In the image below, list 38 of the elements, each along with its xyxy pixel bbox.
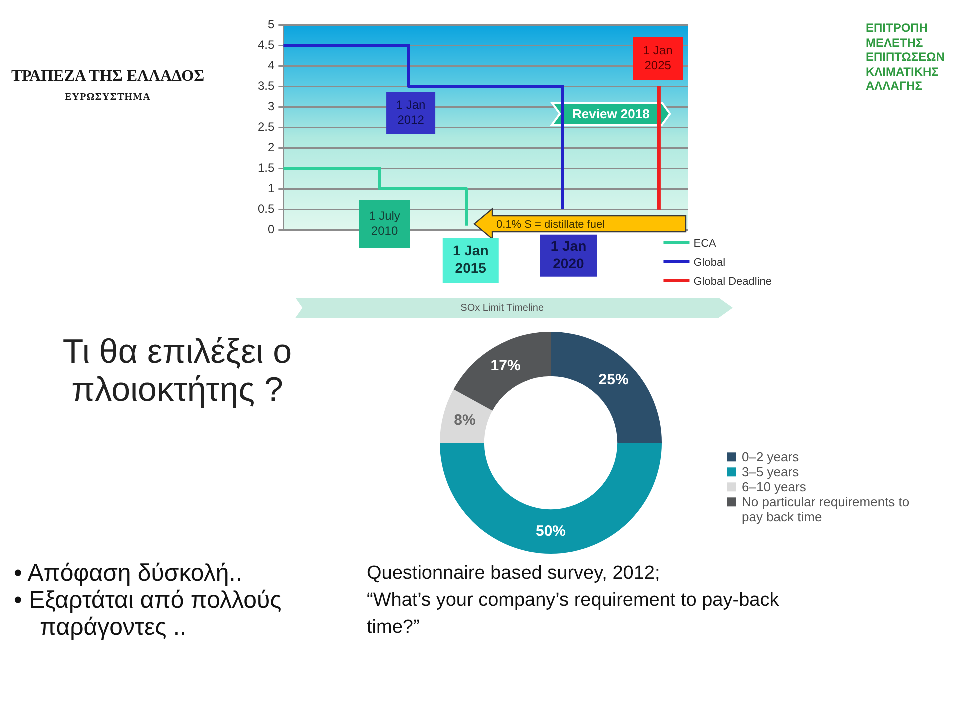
annotation: 1 Jan 2012 [396, 98, 426, 127]
y-tick-label: 4 [268, 58, 275, 72]
text: ΤΡΑΠΕΖΑ ΤΗΣ ΕΛΛΑΔΟΣ [10, 67, 206, 87]
data-label: 25% [598, 371, 629, 388]
text: 1 Jan 2020 [550, 238, 587, 272]
legend-label: ECA [694, 238, 718, 250]
legend-label: 3–5 years [742, 464, 800, 480]
text: 1 Jan 2015 [452, 242, 489, 276]
legend-label: Global [694, 257, 726, 270]
text: • Εξαρτάται από πολλούς παράγοντες .. [13, 587, 283, 641]
annotation: 1 Jan 2025 [643, 43, 673, 72]
x-axis-title: SOx Limit Timeline [460, 302, 544, 314]
legend-label: Global Deadline [694, 276, 772, 288]
data-label: 8% [454, 412, 476, 430]
y-tick-label: 0 [268, 222, 275, 236]
y-tick-label: 5 [268, 17, 275, 32]
y-tick-label: 3.5 [258, 78, 275, 93]
legend-label: 0–2 years [742, 450, 800, 465]
y-tick-label: 1 [268, 181, 275, 196]
text: ΕΥΡΩΣΥΣΤΗΜΑ [64, 91, 152, 105]
annotation: 0.1% S = distillate fuel [496, 219, 606, 232]
y-tick-label: 0.5 [258, 202, 275, 216]
text: “What’s your company’s requirement to pay-back time?” [367, 589, 780, 640]
y-tick-label: 3 [268, 99, 275, 114]
y-tick-label: 2 [268, 140, 275, 154]
text: • Απόφαση δύσκολή.. [13, 560, 244, 587]
text: ΕΠΙΤΡΟΠΗ ΜΕΛΕΤΗΣ ΕΠΙΠΤΩΣΕΩΝ ΚΛΙΜΑΤΙΚΗΣ ΑΛΛΑΓΗΣ [866, 21, 945, 94]
y-tick-label: 4.5 [258, 38, 275, 52]
legend-label: 6–10 years [742, 480, 807, 495]
annotation: 1 July 2010 [369, 208, 400, 238]
data-label: 17% [490, 358, 521, 375]
y-tick-label: 1.5 [258, 160, 275, 175]
text: Τι θα επιλέξει ο πλοιοκτήτης ? [62, 333, 294, 409]
y-tick-label: 2.5 [258, 120, 275, 134]
legend-label: No particular requirements to pay back time [742, 494, 910, 525]
annotation: Review 2018 [572, 106, 650, 122]
data-label: 50% [536, 522, 566, 540]
text: Questionnaire based survey, 2012; [367, 562, 662, 586]
